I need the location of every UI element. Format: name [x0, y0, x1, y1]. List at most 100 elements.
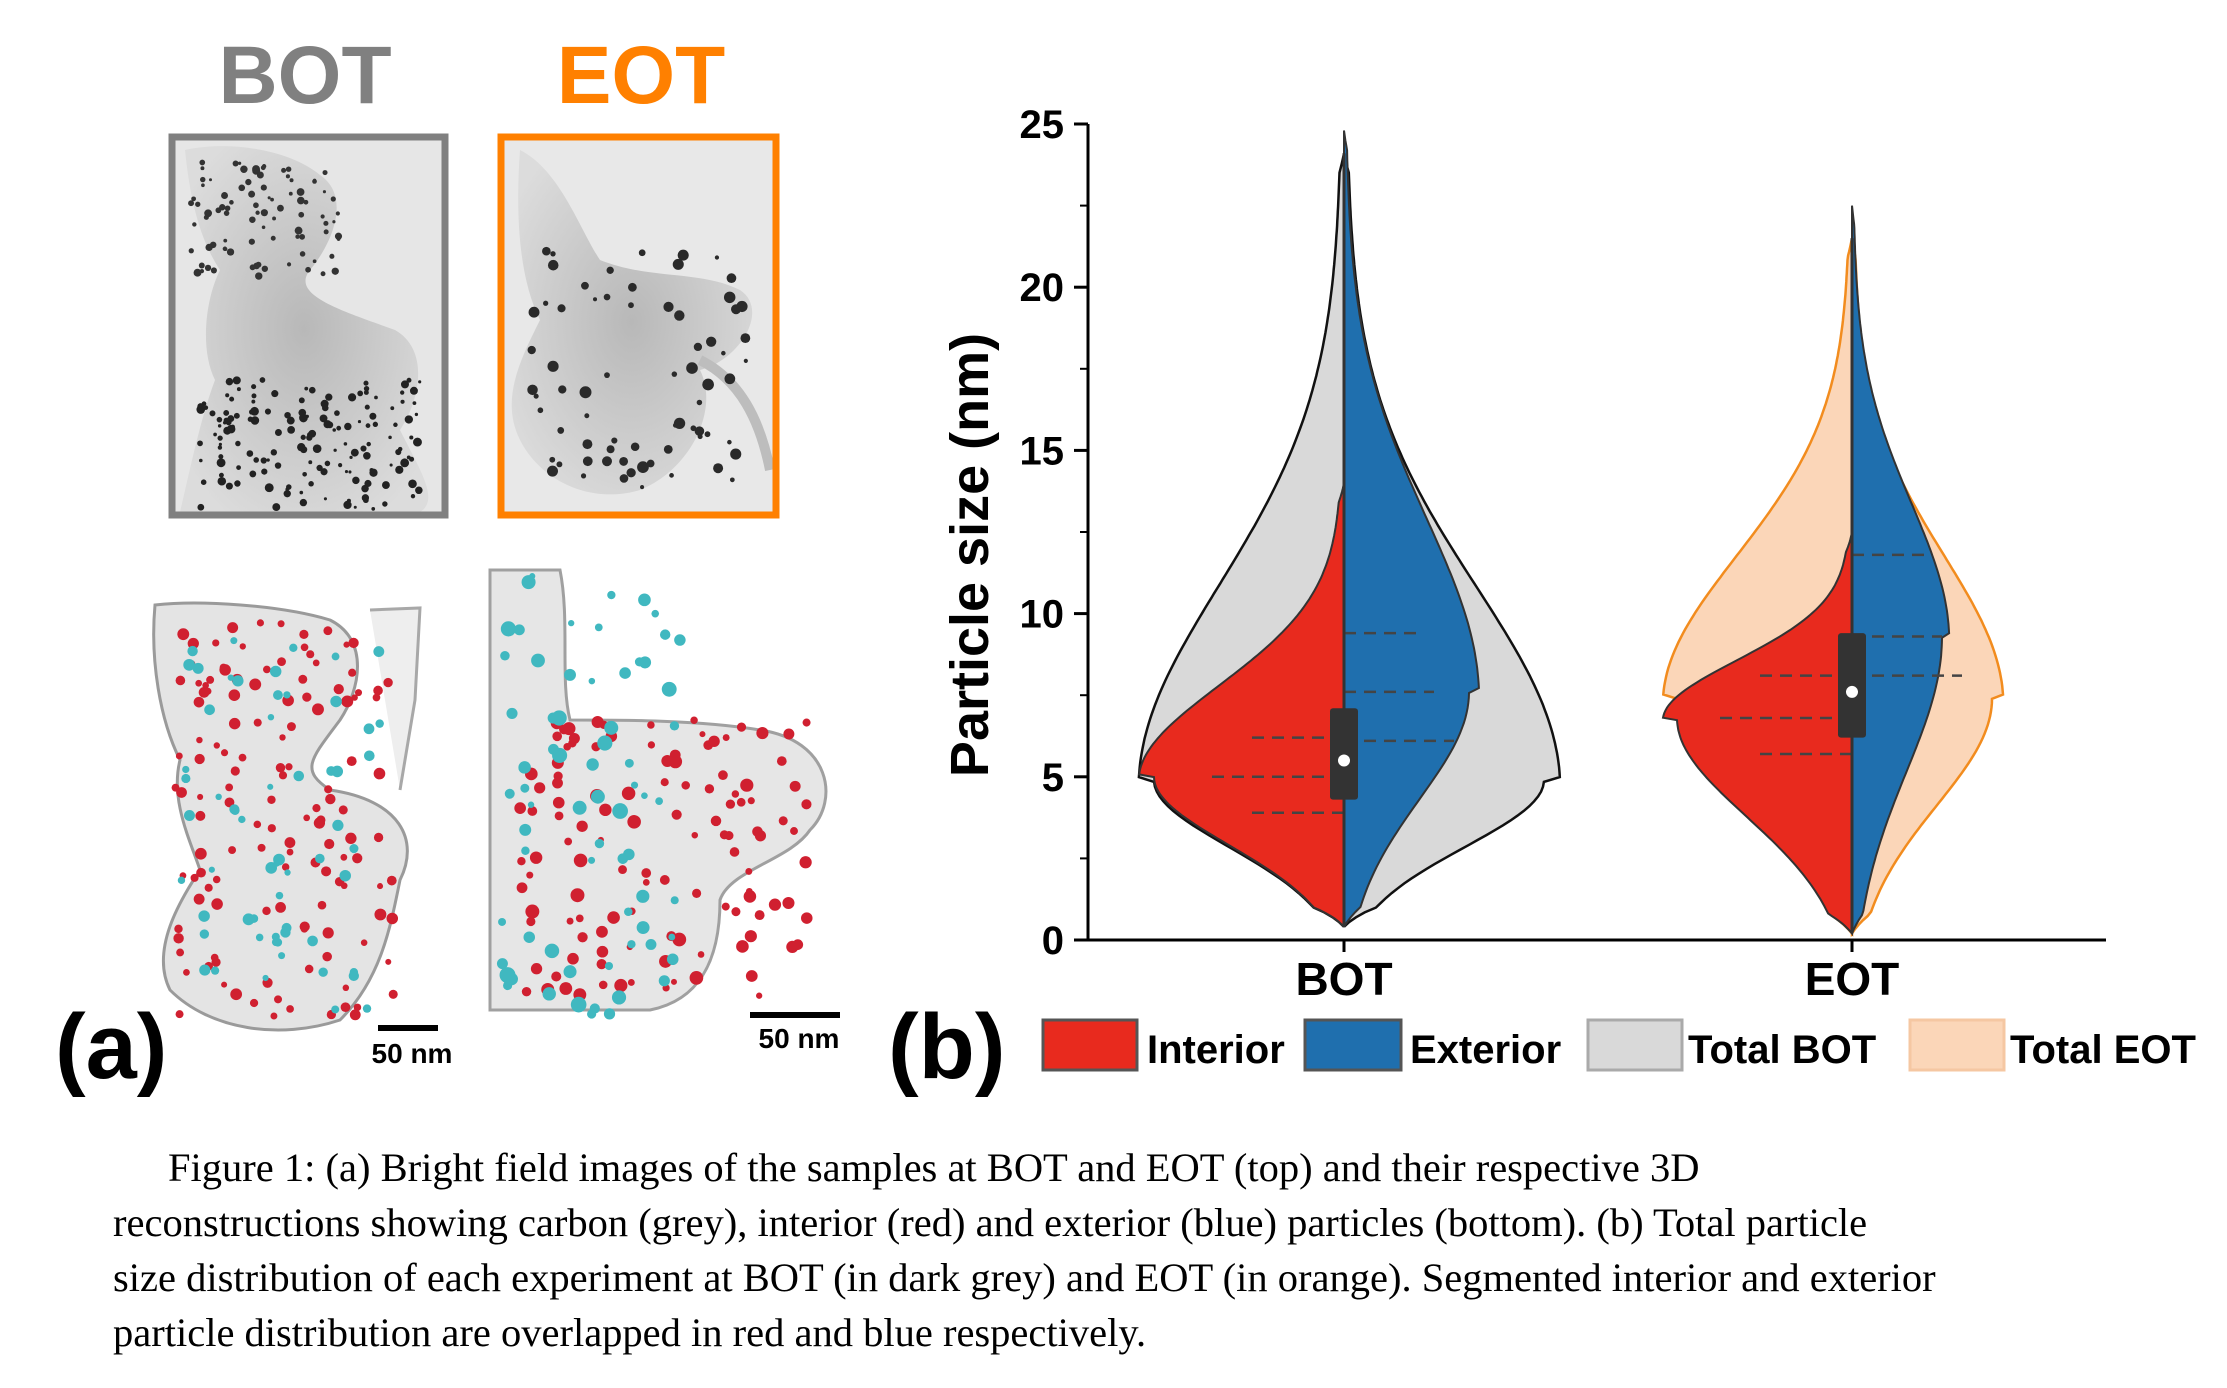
interior-particle	[338, 805, 348, 815]
particle	[336, 425, 342, 431]
interior-particle	[312, 703, 324, 716]
interior-particle	[281, 863, 290, 871]
y-axis-label: Particle size (nm)	[940, 333, 1000, 777]
particle	[334, 232, 343, 240]
interior-particle	[228, 717, 241, 730]
particle	[285, 166, 292, 172]
particle	[338, 463, 343, 468]
exterior-particle	[645, 939, 657, 950]
particle	[237, 161, 242, 165]
exterior-particle	[192, 662, 204, 674]
interior-particle	[323, 626, 333, 636]
particle	[408, 479, 417, 489]
particle	[740, 333, 751, 344]
particle	[272, 503, 281, 512]
particle	[274, 429, 282, 436]
particle	[235, 440, 241, 447]
particle	[721, 350, 726, 356]
particle	[260, 165, 266, 171]
exterior-particle	[375, 719, 384, 728]
particle	[323, 497, 327, 501]
particle	[299, 233, 305, 240]
interior-particle	[641, 868, 652, 878]
caption-line-4: particle distribution are overlapped in …	[113, 1310, 1147, 1355]
interior-particle	[552, 777, 563, 789]
interior-particle	[267, 824, 276, 833]
exterior-particle	[363, 723, 375, 735]
violin-exterior-eot	[1851, 205, 1951, 934]
particle	[217, 445, 223, 450]
interior-particle	[721, 902, 730, 911]
interior-particle	[340, 882, 348, 890]
particle	[225, 377, 234, 386]
particle	[348, 393, 357, 402]
particle	[363, 380, 369, 386]
particle	[350, 448, 359, 457]
interior-particle	[383, 677, 393, 688]
exterior-particle	[542, 987, 556, 1001]
bot-bright-field-image	[168, 133, 449, 519]
particle	[400, 380, 409, 389]
particle	[332, 428, 336, 432]
median-point	[1846, 685, 1858, 698]
particle	[312, 444, 322, 453]
particle	[223, 210, 230, 216]
exterior-particle	[588, 677, 596, 685]
exterior-particle	[183, 658, 196, 671]
interior-particle	[275, 902, 286, 913]
exterior-particle	[307, 935, 318, 947]
particle	[640, 485, 645, 490]
particle	[260, 457, 267, 464]
particle	[229, 200, 234, 205]
interior-particle	[792, 939, 804, 950]
particle	[238, 184, 246, 192]
particle	[298, 211, 305, 218]
particle	[200, 166, 205, 171]
exterior-particle	[187, 645, 198, 657]
particle	[225, 393, 230, 398]
interior-particle	[306, 650, 315, 659]
exterior-particle	[668, 933, 676, 941]
exterior-particle	[651, 609, 660, 618]
exterior-particle	[518, 761, 531, 774]
particle	[333, 448, 337, 452]
particle	[198, 262, 205, 269]
particle	[404, 415, 413, 424]
particle	[543, 300, 549, 306]
interior-particle	[552, 796, 565, 809]
interior-particle	[321, 866, 332, 877]
exterior-particle	[666, 953, 679, 966]
particle	[245, 178, 252, 186]
interior-particle	[659, 875, 670, 885]
particle	[294, 226, 303, 235]
exterior-particle	[661, 681, 677, 697]
particle	[286, 416, 295, 425]
interior-particle	[298, 674, 308, 684]
particle	[272, 216, 277, 221]
particle	[323, 420, 332, 429]
caption-line-2: reconstructions showing carbon (grey), i…	[113, 1200, 1868, 1245]
interior-particle	[195, 810, 206, 821]
violin-chart: 0 5 10 15 20 25 BOT EOT	[1020, 103, 2106, 1005]
interior-particle	[736, 722, 747, 732]
particle	[248, 409, 255, 415]
particle	[414, 412, 419, 417]
exterior-particle	[182, 765, 190, 774]
particle	[281, 167, 287, 173]
interior-particle	[249, 998, 259, 1008]
exterior-particle	[229, 804, 240, 815]
interior-particle	[175, 1010, 184, 1019]
exterior-particle	[594, 623, 603, 632]
interior-particle	[642, 878, 650, 886]
interior-particle	[204, 883, 213, 892]
exterior-particle	[670, 896, 679, 905]
particle	[332, 220, 336, 224]
particle	[630, 442, 640, 452]
interior-particle	[193, 893, 205, 905]
particle	[322, 190, 326, 194]
eot-scale-label: 50 nm	[759, 1023, 840, 1054]
particle	[352, 476, 360, 485]
exterior-particle	[496, 958, 508, 970]
legend-swatch-total-bot	[1586, 1018, 1684, 1072]
interior-particle	[317, 900, 327, 910]
